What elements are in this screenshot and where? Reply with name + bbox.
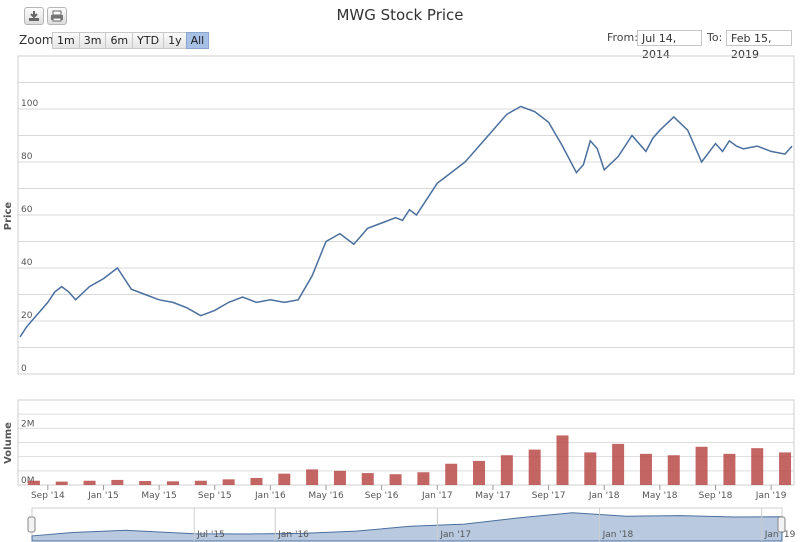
- download-button[interactable]: [24, 7, 44, 25]
- to-label: To:: [707, 31, 723, 44]
- volume-bar: [500, 455, 513, 485]
- from-date-input[interactable]: Jul 14, 2014: [637, 30, 702, 61]
- volume-bar: [250, 477, 263, 485]
- volume-bar: [306, 469, 319, 485]
- volume-bar: [361, 473, 374, 485]
- range-button-1y[interactable]: 1y: [163, 32, 187, 49]
- range-button-6m[interactable]: 6m: [105, 32, 134, 49]
- navigator-handle-right[interactable]: [777, 516, 786, 533]
- price-y-tick-label: 80: [21, 152, 33, 162]
- x-tick-label: May '18: [642, 491, 678, 501]
- x-tick-label: Sep '14: [31, 491, 65, 501]
- volume-bar: [667, 455, 680, 485]
- volume-bar: [278, 473, 291, 485]
- navigator-tick-label: Jan '17: [439, 530, 471, 540]
- volume-bar: [584, 452, 597, 485]
- price-plot-frame: [17, 55, 795, 375]
- volume-bar: [445, 463, 458, 485]
- download-icon: [29, 11, 39, 21]
- volume-bar: [139, 481, 152, 485]
- x-tick-label: Jan '16: [254, 491, 286, 501]
- volume-bar: [639, 453, 652, 485]
- range-button-ytd[interactable]: YTD: [132, 32, 165, 49]
- x-tick-label: May '17: [475, 491, 510, 501]
- navigator-tick-label: Jan '16: [277, 530, 309, 540]
- range-button-all[interactable]: All: [185, 32, 210, 49]
- zoom-label: Zoom: [19, 33, 54, 47]
- volume-plot-frame: [17, 399, 795, 486]
- price-axis-title: Price: [3, 202, 14, 231]
- navigator-handle-left[interactable]: [27, 516, 36, 533]
- volume-bar: [167, 481, 180, 485]
- volume-bar: [751, 448, 764, 485]
- x-tick-label: Jan '18: [588, 491, 620, 501]
- volume-bars: [27, 435, 792, 485]
- volume-bar: [55, 481, 68, 485]
- volume-bar: [222, 479, 235, 485]
- price-y-ticks: 0 20 40 60 80 100: [21, 99, 38, 374]
- x-tick-label: May '15: [141, 491, 176, 501]
- volume-bar: [417, 472, 430, 485]
- volume-bar: [723, 453, 736, 485]
- volume-bar: [83, 480, 96, 485]
- navigator-tick-label: Jul '15: [196, 530, 225, 540]
- volume-bar: [528, 449, 541, 485]
- x-tick-label: Sep '17: [532, 491, 566, 501]
- chart-title: MWG Stock Price: [336, 6, 464, 24]
- volume-bar: [27, 480, 40, 485]
- x-tick-label: May '16: [308, 491, 344, 501]
- print-icon: [51, 10, 63, 22]
- x-tick-label: Sep '16: [365, 491, 399, 501]
- volume-y-ticks: 0M 2M: [21, 419, 35, 486]
- volume-bar: [695, 446, 708, 485]
- x-tick-label: Sep '15: [198, 491, 232, 501]
- volume-bar: [779, 452, 792, 485]
- price-y-tick-label: 60: [21, 205, 33, 215]
- from-label: From:: [607, 31, 638, 44]
- volume-axis-title: Volume: [3, 422, 14, 464]
- volume-bar: [194, 480, 207, 485]
- range-buttons: 1m 3m 6m YTD 1y All: [52, 32, 210, 49]
- x-tick-label: Jan '19: [755, 491, 787, 501]
- volume-bar: [389, 474, 402, 485]
- x-tick-label: Sep '18: [699, 491, 733, 501]
- volume-bar: [473, 460, 486, 485]
- price-line: [19, 105, 793, 338]
- price-y-tick-label: 20: [21, 311, 33, 321]
- volume-y-tick-label: 0M: [21, 476, 35, 486]
- print-button[interactable]: [47, 7, 67, 25]
- range-button-3m[interactable]: 3m: [78, 32, 107, 49]
- price-y-tick-label: 100: [21, 99, 38, 109]
- x-tick-label: Jan '15: [87, 491, 119, 501]
- price-y-tick-label: 40: [21, 258, 33, 268]
- x-axis-ticks: Sep '14 Jan '15 May '15 Sep '15 Jan '16 May '…: [31, 485, 787, 501]
- navigator-tick-label: Jan '19: [764, 530, 796, 540]
- volume-bar: [111, 479, 124, 485]
- volume-bar: [612, 443, 625, 485]
- volume-y-tick-label: 2M: [21, 419, 35, 429]
- navigator-tick-label: Jan '18: [602, 530, 634, 540]
- price-y-tick-label: 0: [21, 364, 27, 374]
- x-tick-label: Jan '17: [421, 491, 453, 501]
- to-date-input[interactable]: Feb 15, 2019: [726, 30, 792, 61]
- volume-bar: [333, 470, 346, 485]
- volume-bar: [556, 435, 569, 485]
- navigator-ticks: Jul '15 Jan '16 Jan '17 Jan '18 Jan '19: [193, 508, 796, 541]
